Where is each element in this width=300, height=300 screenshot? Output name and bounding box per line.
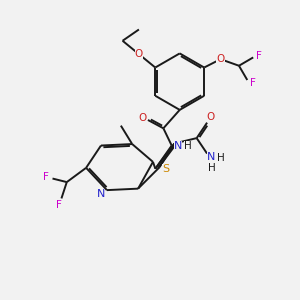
Text: N: N <box>207 152 216 162</box>
Text: H: H <box>184 141 192 151</box>
Text: H: H <box>218 153 225 163</box>
Text: N: N <box>97 189 105 199</box>
Text: F: F <box>256 51 262 61</box>
Text: F: F <box>56 200 62 210</box>
Text: F: F <box>43 172 49 182</box>
Text: O: O <box>216 54 225 64</box>
Text: N: N <box>174 141 182 151</box>
Text: O: O <box>206 112 214 122</box>
Text: S: S <box>163 164 170 174</box>
Text: O: O <box>138 113 147 124</box>
Text: H: H <box>208 163 215 173</box>
Text: O: O <box>135 49 143 59</box>
Text: F: F <box>250 78 256 88</box>
